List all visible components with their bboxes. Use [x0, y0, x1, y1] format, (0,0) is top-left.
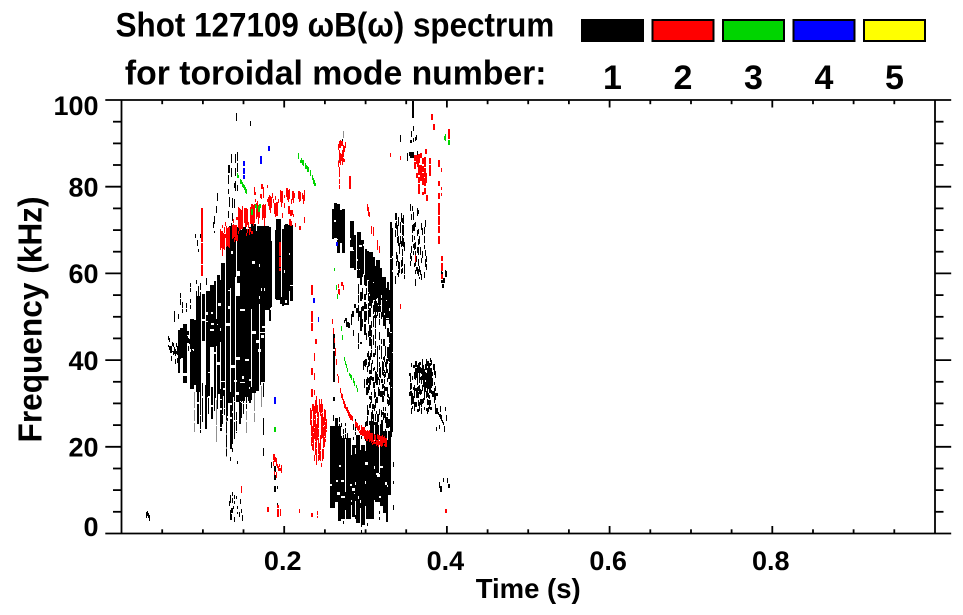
svg-text:0: 0 [83, 512, 98, 542]
svg-text:0.2: 0.2 [264, 546, 302, 576]
svg-text:60: 60 [68, 259, 98, 289]
svg-text:Time (s): Time (s) [476, 573, 581, 604]
svg-text:5: 5 [885, 59, 904, 97]
svg-text:Frequency (kHz): Frequency (kHz) [12, 197, 49, 443]
svg-text:20: 20 [68, 433, 98, 463]
svg-text:0.6: 0.6 [589, 546, 627, 576]
svg-text:0.8: 0.8 [752, 546, 790, 576]
svg-text:80: 80 [68, 172, 98, 202]
svg-text:for toroidal mode number:: for toroidal mode number: [125, 55, 547, 93]
svg-text:2: 2 [674, 59, 693, 97]
svg-text:40: 40 [68, 346, 98, 376]
svg-text:100: 100 [53, 91, 98, 121]
svg-text:4: 4 [815, 59, 834, 97]
svg-text:Shot 127109 ωB(ω) spectrum: Shot 127109 ωB(ω) spectrum [116, 6, 555, 44]
svg-text:0.4: 0.4 [427, 546, 465, 576]
svg-text:3: 3 [744, 59, 763, 97]
svg-text:1: 1 [603, 59, 622, 97]
